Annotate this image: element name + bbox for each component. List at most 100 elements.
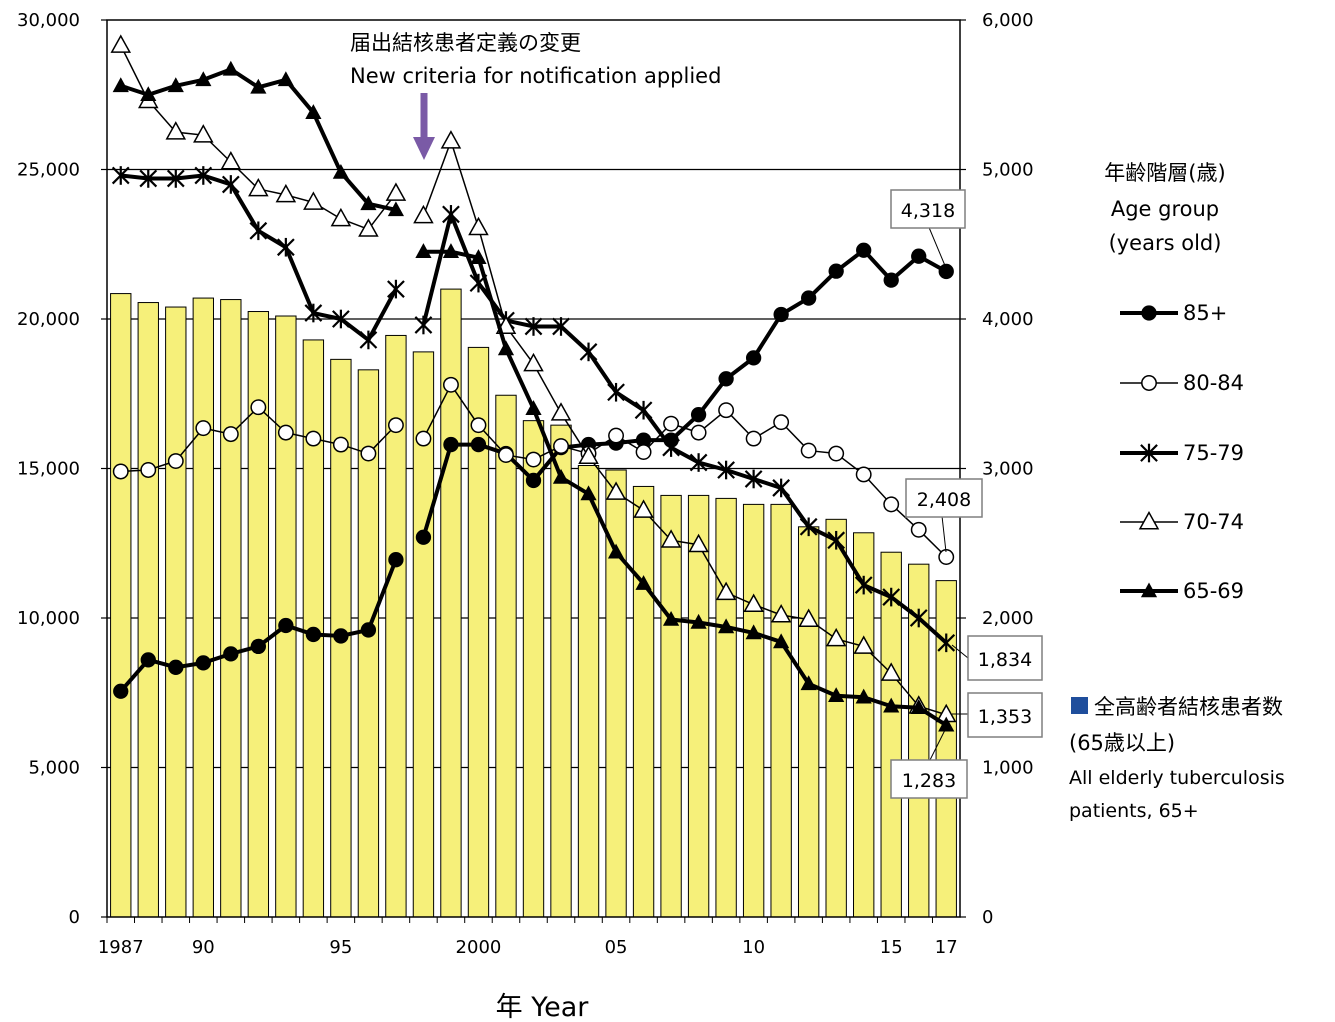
legend-label: 70-74 [1183,510,1244,534]
point [801,290,817,306]
point [635,444,652,461]
point [440,130,462,149]
x-tick-label: 95 [329,937,352,958]
point [468,216,489,236]
point [220,151,242,170]
point [140,462,157,478]
point [385,182,407,201]
legend-item-85+: 85+ [1120,301,1227,325]
right-tick-label: 0 [982,907,993,928]
left-tick-label: 0 [69,907,80,928]
bar [880,551,902,918]
x-tick-label: 1987 [98,937,144,958]
point [855,466,872,483]
point [883,496,900,513]
point [633,499,654,518]
left-tick-label: 15,000 [17,459,80,480]
bar [715,497,737,918]
point [799,517,818,537]
point [140,652,156,668]
point [332,436,349,453]
point [193,124,214,143]
point [690,424,707,441]
legend: 年齢階層(歳) Age group (years old) 85+ 80-84 75… [1069,161,1285,822]
point [607,382,625,402]
point [827,530,846,550]
point [360,195,377,211]
bar [742,503,765,918]
point [580,485,597,501]
legend-title-en-1: Age group [1111,197,1219,221]
point [855,688,872,704]
bar [660,494,682,918]
left-tick-label: 30,000 [17,10,80,31]
point [303,191,324,210]
callout-75-79: 1,834 [951,635,1043,681]
x-axis-title: 年 Year [496,992,590,1022]
bar [192,297,214,918]
point [635,432,652,448]
bar-legend-marker [1071,697,1088,714]
point [330,207,352,227]
point [305,104,322,119]
bar [770,503,792,918]
point [442,205,460,224]
point [1141,375,1157,391]
point [880,662,902,681]
point [223,646,239,662]
point [856,242,872,258]
callout-80-84-label: 2,408 [917,489,971,511]
point [662,610,680,626]
point [634,400,653,420]
point [140,86,157,102]
point [305,430,322,447]
bar [825,518,847,918]
point [553,438,569,455]
bar-legend-line-2: (65歳以上) [1069,731,1175,755]
point [663,415,680,432]
callout-85plus-label: 4,318 [901,200,955,222]
point [112,463,129,480]
left-tick-label: 5,000 [28,758,80,779]
point [662,438,680,457]
point [168,659,184,675]
point [304,303,323,323]
point [607,543,625,559]
point [828,263,844,279]
point [195,655,211,671]
point [825,627,847,647]
point [773,414,790,431]
bar-legend-line-1: 全高齢者結核患者数 [1094,695,1283,719]
series-65-69 [112,60,955,732]
point [938,263,954,280]
point [690,407,707,423]
callout-70-74-label: 1,353 [978,706,1032,728]
series-line [421,212,948,645]
point [387,417,404,434]
point [744,469,763,489]
point [773,633,790,649]
point [800,442,817,459]
callout-85plus: 4,318 [890,189,966,269]
point [828,445,845,462]
bar [632,485,655,918]
point [552,317,570,336]
point [910,521,927,538]
point [250,638,266,655]
point [443,376,459,393]
legend-label: 65-69 [1183,579,1244,603]
point [1138,511,1160,530]
axes: 0 5,000 10,000 15,000 20,000 25,000 30,000 0 1,0… [17,10,1034,958]
point [305,626,322,643]
point [660,529,682,548]
right-tick-label: 3,000 [982,459,1034,480]
right-tick-label: 5,000 [982,160,1034,181]
point [360,622,377,638]
x-tick-label: 90 [192,937,215,958]
point [718,371,734,387]
point [1140,582,1158,598]
point [883,697,900,713]
point [249,221,268,241]
point [718,402,735,419]
